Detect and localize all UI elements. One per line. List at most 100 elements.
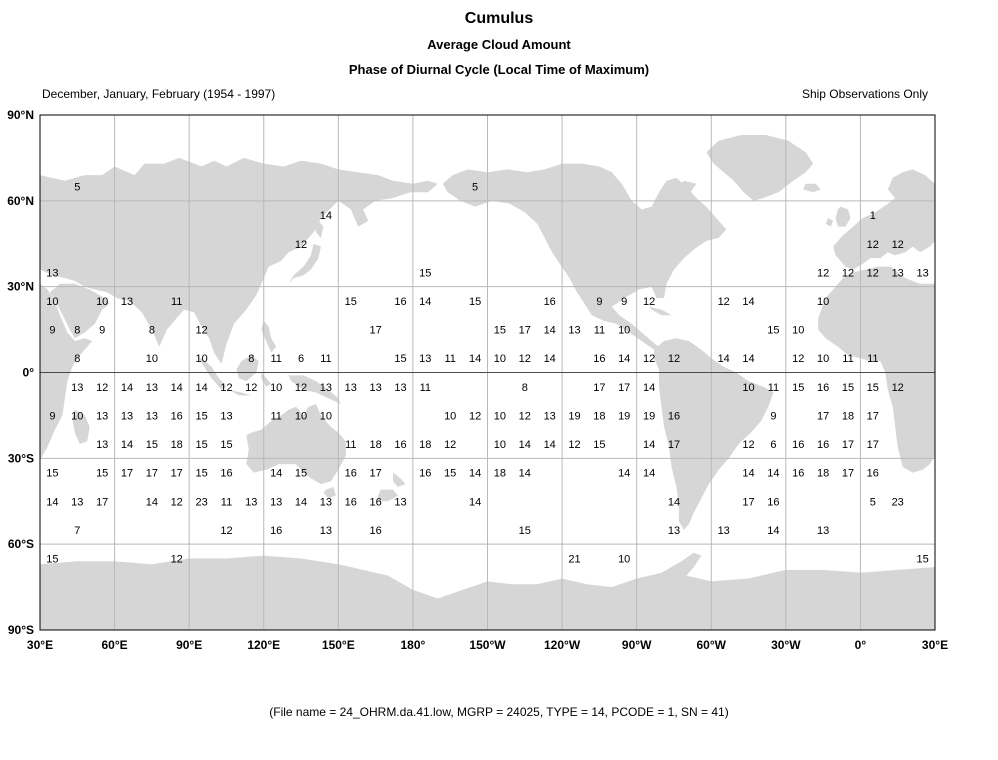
landmass	[825, 218, 834, 227]
grid-value: 14	[146, 496, 158, 508]
grid-value: 13	[121, 410, 133, 422]
grid-value: 19	[568, 410, 580, 422]
grid-value: 14	[469, 468, 481, 480]
grid-value: 6	[770, 439, 776, 451]
grid-value: 15	[792, 382, 804, 394]
grid-value: 15	[220, 439, 232, 451]
grid-value: 18	[593, 410, 605, 422]
grid-value: 11	[270, 353, 281, 365]
landmass	[671, 180, 697, 198]
grid-value: 13	[668, 525, 680, 537]
grid-value: 17	[369, 468, 381, 480]
grid-value: 15	[195, 410, 207, 422]
grid-value: 13	[320, 382, 332, 394]
grid-value: 13	[892, 267, 904, 279]
landmass	[49, 283, 110, 339]
grid-value: 16	[171, 410, 183, 422]
grid-value: 11	[270, 410, 281, 422]
figure-subtitle-2: Phase of Diurnal Cycle (Local Time of Ma…	[348, 62, 650, 77]
grid-value: 14	[544, 353, 556, 365]
grid-value: 13	[146, 382, 158, 394]
grid-value: 14	[171, 382, 183, 394]
grid-value: 12	[892, 239, 904, 251]
grid-value: 15	[345, 296, 357, 308]
grid-value: 17	[668, 439, 680, 451]
grid-value: 17	[96, 496, 108, 508]
grid-value: 18	[369, 439, 381, 451]
grid-value: 13	[46, 267, 58, 279]
grid-value: 12	[220, 525, 232, 537]
grid-value: 15	[46, 554, 58, 566]
lon-tick-label: 120°W	[544, 638, 581, 652]
grid-value: 15	[394, 353, 406, 365]
grid-value: 17	[817, 410, 829, 422]
lon-tick-label: 90°E	[176, 638, 202, 652]
grid-value: 14	[742, 353, 754, 365]
lon-tick-label: 30°E	[27, 638, 53, 652]
grid-value: 12	[643, 296, 655, 308]
grid-value: 17	[867, 439, 879, 451]
grid-value: 23	[195, 496, 207, 508]
grid-value: 16	[668, 410, 680, 422]
grid-value: 5	[472, 182, 478, 194]
grid-value: 14	[519, 439, 531, 451]
grid-value: 12	[519, 353, 531, 365]
grid-value: 13	[345, 382, 357, 394]
grid-value: 12	[220, 382, 232, 394]
landmass	[199, 358, 227, 390]
grid-value: 8	[522, 382, 528, 394]
grid-value: 13	[544, 410, 556, 422]
grid-value: 18	[842, 410, 854, 422]
lon-tick-label: 150°W	[469, 638, 506, 652]
grid-value: 12	[469, 410, 481, 422]
grid-value: 18	[494, 468, 506, 480]
grid-value: 17	[842, 439, 854, 451]
grid-value: 10	[618, 554, 630, 566]
grid-value: 16	[345, 468, 357, 480]
grid-value: 14	[618, 353, 630, 365]
grid-value: 11	[221, 496, 232, 508]
grid-value: 18	[419, 439, 431, 451]
period-caption: December, January, February (1954 - 1997…	[42, 87, 276, 101]
grid-value: 12	[718, 296, 730, 308]
grid-value: 14	[742, 468, 754, 480]
grid-value: 15	[519, 525, 531, 537]
grid-value: 13	[320, 525, 332, 537]
grid-value: 16	[394, 439, 406, 451]
grid-value: 15	[195, 439, 207, 451]
lat-tick-label: 60°S	[8, 537, 34, 551]
grid-value: 16	[369, 496, 381, 508]
grid-value: 14	[643, 439, 655, 451]
grid-value: 14	[121, 382, 133, 394]
grid-value: 10	[494, 439, 506, 451]
lon-tick-label: 60°E	[102, 638, 128, 652]
grid-value: 14	[544, 325, 556, 337]
grid-value: 9	[621, 296, 627, 308]
landmass	[261, 321, 277, 353]
grid-value: 12	[519, 410, 531, 422]
grid-value: 14	[742, 296, 754, 308]
lon-tick-label: 180°	[401, 638, 426, 652]
lon-tick-label: 60°W	[697, 638, 727, 652]
grid-value: 15	[842, 382, 854, 394]
grid-value: 18	[817, 468, 829, 480]
grid-value: 1	[870, 210, 876, 222]
landmass	[323, 486, 336, 499]
grid-value: 13	[96, 439, 108, 451]
grid-value: 9	[49, 410, 55, 422]
grid-value: 14	[419, 296, 431, 308]
grid-value: 11	[171, 296, 182, 308]
grid-value: 14	[718, 353, 730, 365]
grid-value: 10	[444, 410, 456, 422]
grid-value: 14	[519, 468, 531, 480]
grid-value: 14	[46, 496, 58, 508]
grid-value: 16	[767, 496, 779, 508]
grid-value: 5	[870, 496, 876, 508]
grid-value: 12	[867, 267, 879, 279]
grid-value: 10	[494, 410, 506, 422]
grid-value: 16	[345, 496, 357, 508]
grid-value: 13	[394, 496, 406, 508]
grid-value: 19	[643, 410, 655, 422]
